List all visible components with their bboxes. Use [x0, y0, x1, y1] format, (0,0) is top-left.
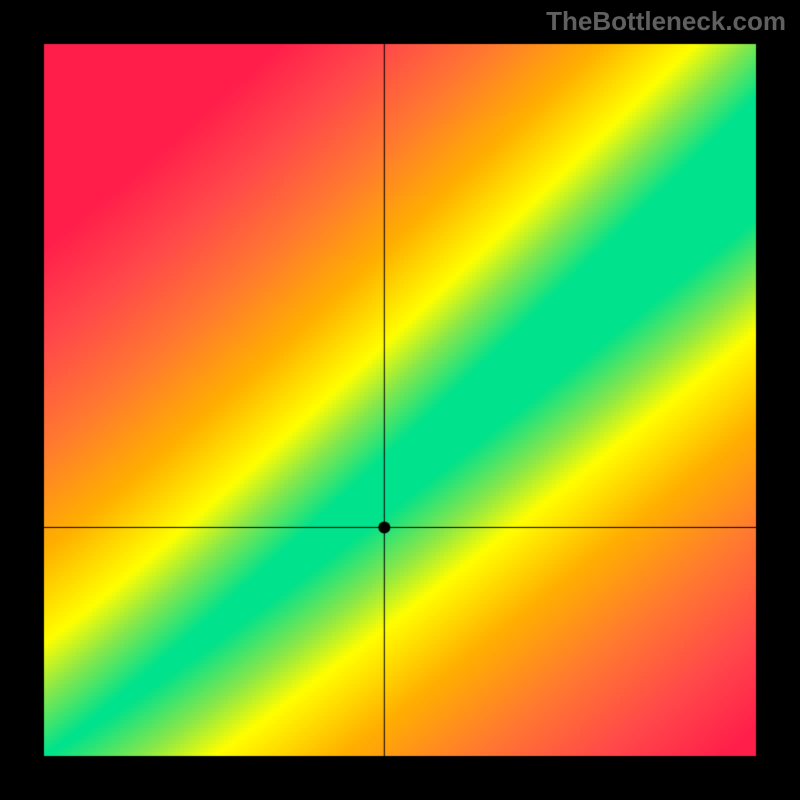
chart-container: { "watermark": { "text": "TheBottleneck.…	[0, 0, 800, 800]
watermark-text: TheBottleneck.com	[546, 6, 786, 37]
bottleneck-heatmap	[0, 0, 800, 800]
